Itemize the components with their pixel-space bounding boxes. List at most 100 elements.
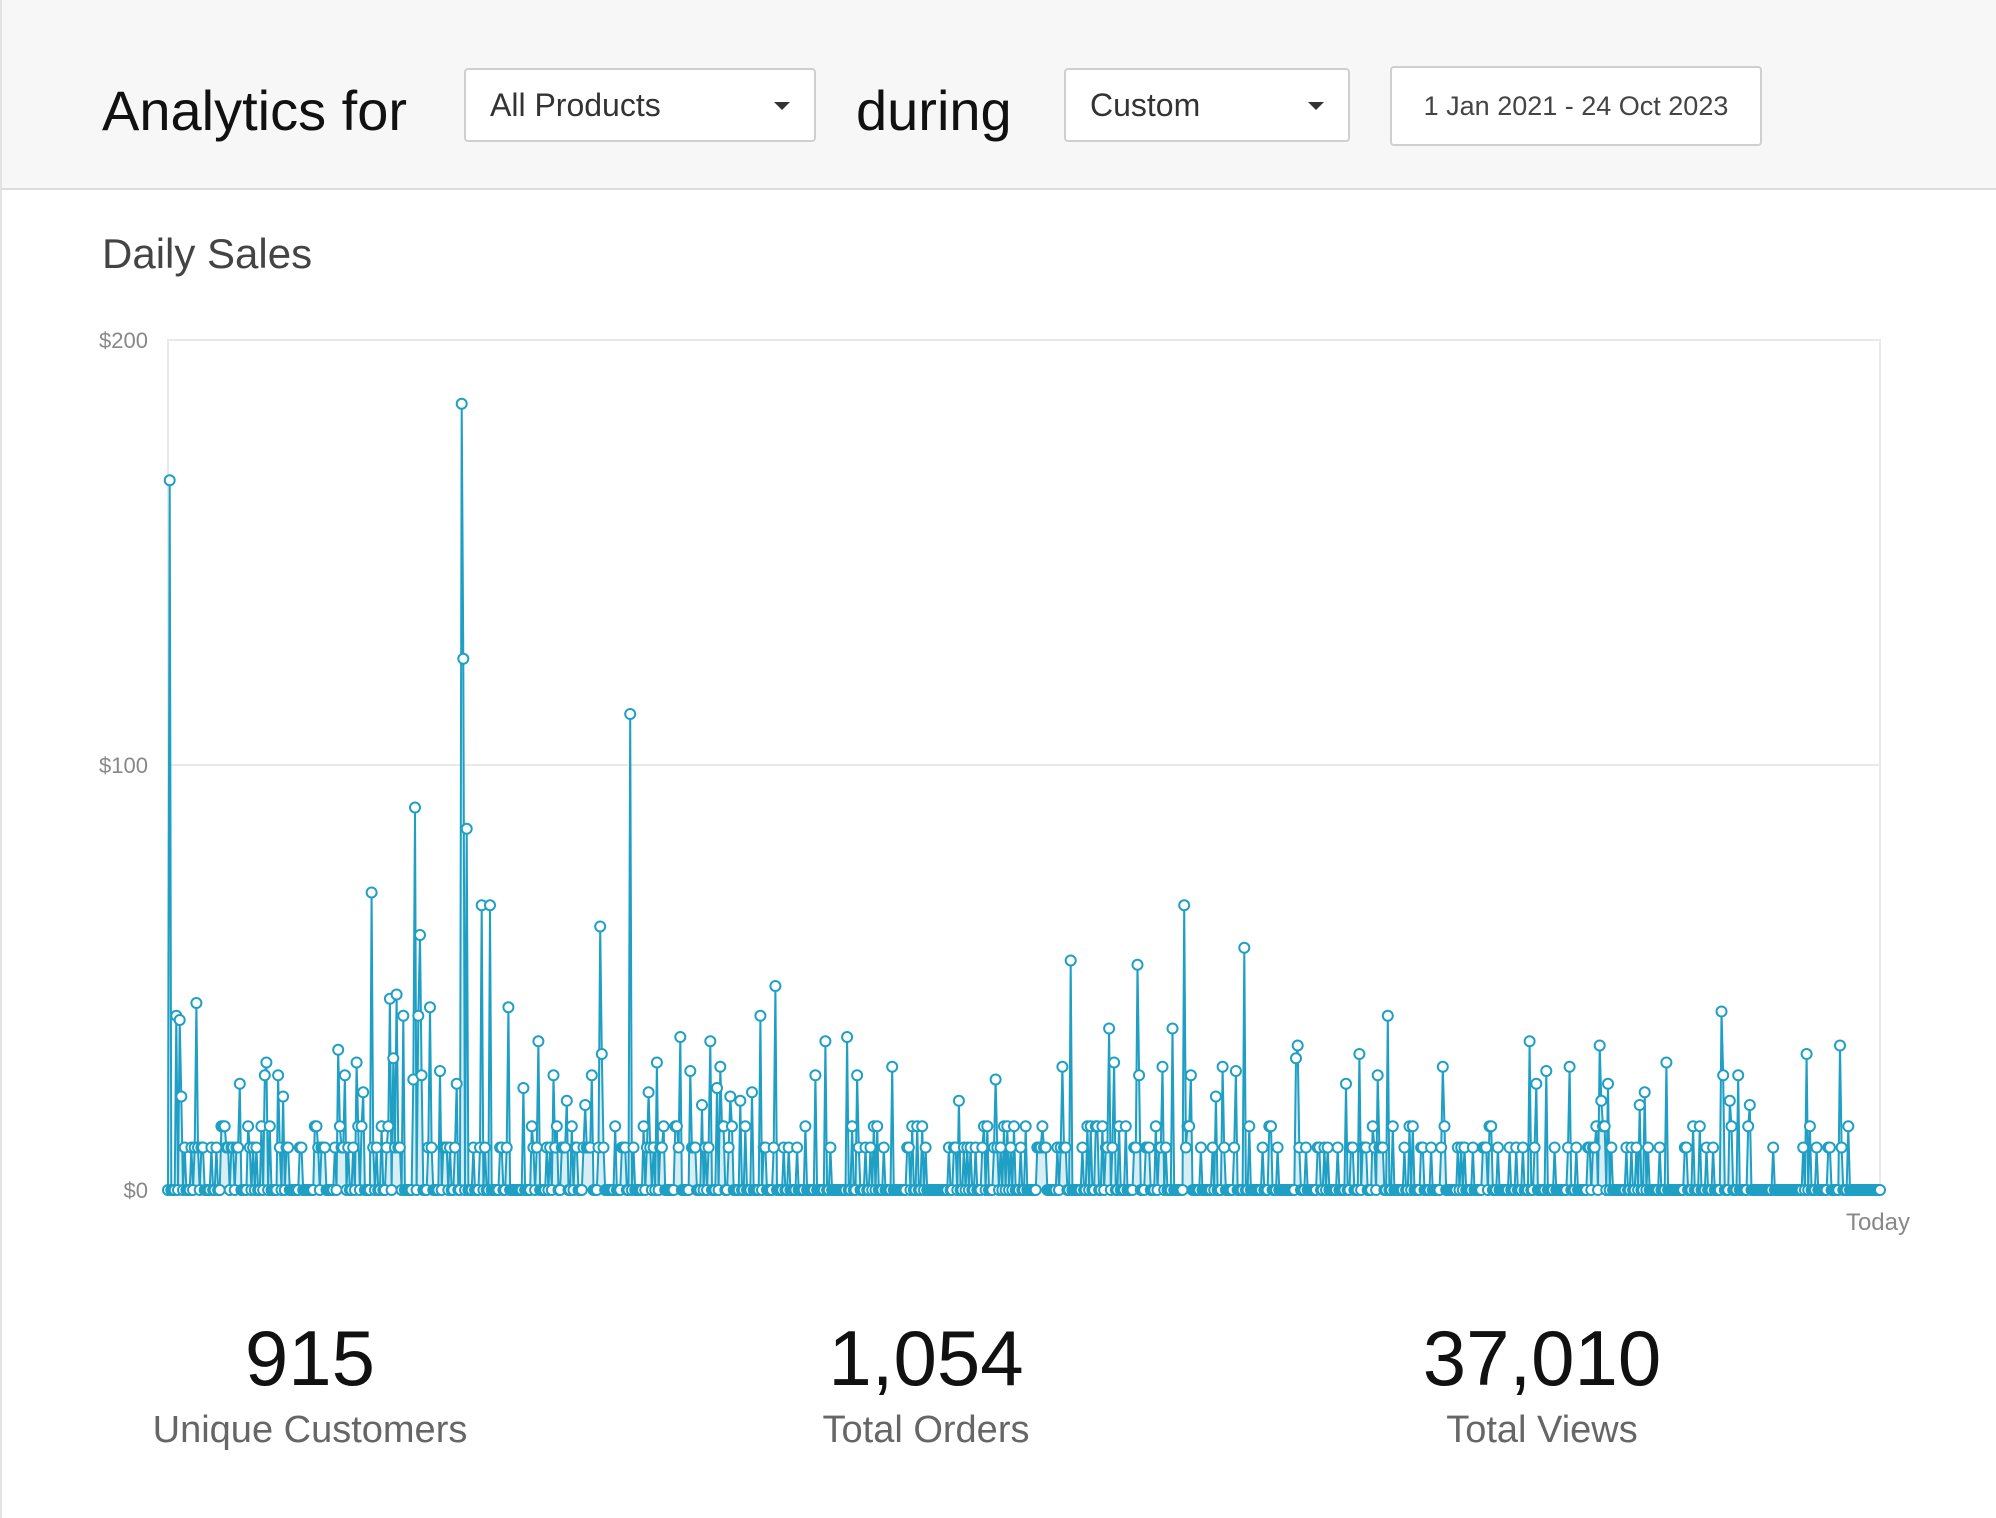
sales-point — [1810, 1141, 1823, 1154]
sales-point — [1874, 1184, 1886, 1196]
sales-point — [594, 920, 607, 933]
sales-point — [365, 886, 378, 899]
sales-point — [233, 1077, 246, 1090]
sales-point — [382, 1120, 395, 1133]
sales-point — [532, 1035, 545, 1048]
sales-point — [1797, 1141, 1810, 1154]
sales-point — [689, 1141, 702, 1154]
sales-point — [1366, 1120, 1379, 1133]
sales-point — [637, 1120, 650, 1133]
sales-point — [258, 1069, 271, 1082]
sales-point — [824, 1141, 837, 1154]
sales-point — [1039, 1141, 1052, 1154]
sales-point — [1159, 1141, 1172, 1154]
sales-point — [1206, 1141, 1219, 1154]
sales-point — [1376, 1141, 1389, 1154]
sales-point — [1228, 1141, 1241, 1154]
stat-value: 37,010 — [1422, 1314, 1662, 1402]
sales-point — [1271, 1141, 1284, 1154]
sales-point — [260, 1056, 273, 1069]
sales-point — [1371, 1069, 1384, 1082]
sales-point — [1530, 1077, 1543, 1090]
sales-point — [1183, 1120, 1196, 1133]
chevron-down-icon — [1308, 102, 1324, 110]
sales-point — [1194, 1141, 1207, 1154]
sales-point — [1693, 1120, 1706, 1133]
sales-point — [1680, 1141, 1693, 1154]
sales-point — [1834, 1039, 1846, 1052]
sales-point — [455, 397, 468, 410]
stat-value: 1,054 — [828, 1314, 1024, 1402]
sales-point — [1156, 1060, 1169, 1073]
sales-point — [1265, 1120, 1277, 1133]
sales-point — [370, 1141, 383, 1154]
sales-point — [846, 1120, 859, 1133]
sales-point — [1491, 1141, 1504, 1154]
sales-point — [282, 1141, 295, 1154]
sales-point — [338, 1069, 351, 1082]
sales-point — [1435, 1141, 1448, 1154]
sales-point — [1056, 1060, 1069, 1073]
daily-sales-chart: $200 $100 $0 Today — [99, 328, 1910, 1236]
sales-point — [502, 1001, 515, 1014]
sales-point — [1064, 954, 1077, 967]
sales-point — [1480, 1141, 1493, 1154]
sales-point — [1019, 1120, 1032, 1133]
sales-point — [642, 1086, 655, 1099]
sales-point — [877, 1141, 890, 1154]
sales-point — [1291, 1039, 1304, 1052]
period-select-value: Custom — [1090, 87, 1201, 123]
sales-point — [1398, 1141, 1411, 1154]
sales-points — [162, 397, 1886, 1196]
sales-point — [1300, 1141, 1312, 1154]
sales-point — [434, 1065, 446, 1077]
date-range-input[interactable]: 1 Jan 2021 - 24 Oct 2023 — [1390, 66, 1762, 146]
sales-point — [597, 1141, 610, 1154]
sales-point — [560, 1094, 573, 1107]
sales-point — [1633, 1099, 1646, 1111]
sales-point — [232, 1141, 245, 1154]
period-select[interactable]: Custom — [1064, 68, 1350, 142]
sales-point — [1014, 1141, 1027, 1154]
sales-point — [449, 1141, 461, 1154]
sales-point — [994, 1141, 1007, 1154]
sales-point — [333, 1120, 346, 1133]
sales-point — [1595, 1094, 1608, 1107]
sales-point — [310, 1120, 323, 1133]
sales-point — [902, 1141, 915, 1154]
sales-point — [414, 929, 426, 941]
sales-point — [1406, 1120, 1419, 1133]
sales-point — [1723, 1094, 1736, 1107]
sales-point — [1563, 1060, 1576, 1073]
sales-point — [263, 1120, 276, 1133]
stat-total-orders: 1,054 Total Orders — [716, 1310, 1136, 1454]
sales-point — [1119, 1120, 1132, 1133]
sales-point — [1321, 1141, 1334, 1154]
sales-point — [769, 980, 782, 992]
sales-point — [1436, 1060, 1449, 1073]
sales-point — [1331, 1141, 1344, 1154]
sales-point — [1707, 1141, 1720, 1154]
sales-point — [1238, 941, 1251, 954]
sales-point — [1642, 1141, 1655, 1154]
sales-point — [350, 1056, 363, 1069]
sales-point — [799, 1120, 812, 1133]
sales-point — [1803, 1120, 1816, 1133]
sales-point — [1725, 1120, 1738, 1133]
sales-point — [318, 1141, 331, 1154]
sales-point — [1243, 1120, 1256, 1133]
sales-point — [809, 1069, 822, 1082]
chevron-down-icon — [774, 102, 790, 110]
section-title: Daily Sales — [102, 230, 313, 277]
sales-point — [500, 1141, 513, 1154]
sales-point — [919, 1141, 932, 1154]
sales-point — [550, 1120, 563, 1133]
sales-point — [976, 1141, 989, 1154]
product-select[interactable]: All Products — [464, 68, 816, 142]
sales-point — [1540, 1065, 1553, 1077]
sales-point — [1835, 1141, 1848, 1154]
sales-point — [272, 1069, 285, 1082]
sales-point — [332, 1043, 345, 1056]
sales-point — [1229, 1065, 1242, 1077]
sales-point — [1346, 1141, 1359, 1154]
